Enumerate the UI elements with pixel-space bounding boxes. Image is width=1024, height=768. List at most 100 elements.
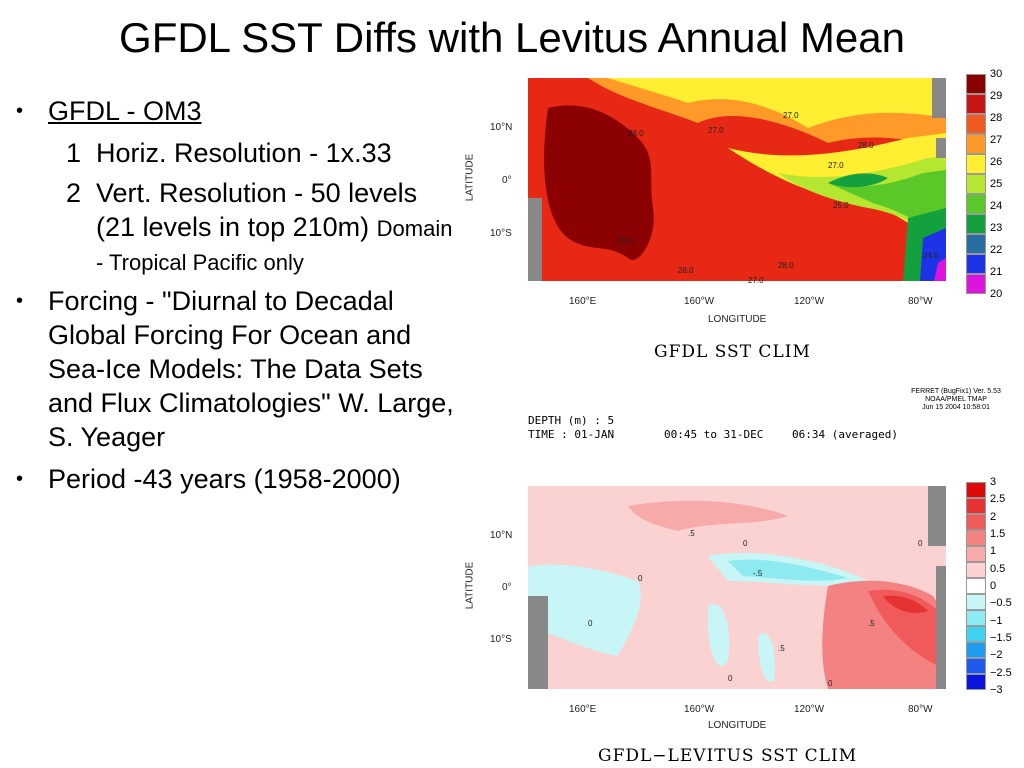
map-bottom: 0 .5 -.5 0 0 .5 0 .5 0 0 — [528, 486, 946, 689]
colorbar-label: 23 — [990, 222, 1003, 234]
colorbar-label: 1.5 — [990, 528, 1006, 540]
colorbar-label: 20 — [990, 288, 1003, 300]
bottom-xtick-3: 120°W — [794, 704, 825, 715]
contour-label: .5 — [868, 619, 875, 628]
contour-label: 28.0 — [628, 129, 644, 138]
bullet-gfdl: • GFDL - OM3 — [12, 94, 460, 128]
top-colorbar: 30 29 28 27 26 25 24 23 22 21 20 — [966, 68, 1024, 300]
colorbar-swatch — [966, 274, 986, 294]
bullet-dot: • — [16, 100, 24, 122]
colorbar-swatch — [966, 214, 986, 234]
ferret-line-2: NOAA/PMEL TMAP — [925, 396, 987, 403]
colorbar-swatch — [966, 114, 986, 134]
bottom-colorbar: 3 2.5 2 1.5 1 0.5 0 −0.5 −1 −1.5 −2 −2.5 −3 — [966, 476, 1024, 696]
bullet-dot: • — [16, 468, 24, 490]
colorbar-swatch — [966, 134, 986, 154]
colorbar-swatch — [966, 194, 986, 214]
top-ylabel: LATITUDE — [464, 153, 476, 202]
contour-label: .5 — [688, 529, 695, 538]
colorbar-label: 0 — [990, 580, 997, 592]
bottom-ylabel: LATITUDE — [464, 561, 476, 610]
bottom-caption: GFDL−LEVITUS SST CLIM — [598, 746, 858, 766]
contour-label: 29.0 — [618, 236, 634, 245]
colorbar-label: 24 — [990, 200, 1003, 212]
colorbar-label: −1.5 — [990, 632, 1012, 644]
bullet-dot: • — [16, 290, 24, 312]
sub-bullet-vert: 2 Vert. Resolution - 50 levels (21 level… — [12, 176, 460, 278]
contour-label: 27.0 — [748, 276, 764, 285]
top-ytick-2: 0° — [502, 175, 512, 186]
colorbar-swatch — [966, 514, 986, 530]
top-xlabel: LONGITUDE — [708, 314, 767, 325]
contour-label: 28.0 — [678, 266, 694, 275]
bullet-period-text: Period -43 years (1958-2000) — [48, 464, 401, 494]
colorbar-label: 3 — [990, 476, 997, 488]
contour-label: 0 — [918, 539, 923, 548]
colorbar-swatch — [966, 610, 986, 626]
map-top: 28.0 27.0 27.0 27.0 25.0 29.0 28.0 28.0 27.0 24.0… — [528, 78, 946, 285]
contour-label: 27.0 — [783, 111, 799, 120]
contour-label: 27.0 — [708, 126, 724, 135]
colorbar-swatch — [966, 254, 986, 274]
colorbar-swatch — [966, 642, 986, 658]
ferret-time-range: 00:45 to 31-DEC — [664, 428, 764, 441]
colorbar-swatch — [966, 154, 986, 174]
colorbar-label: −2 — [990, 649, 1003, 662]
ferret-time-averaged: 06:34 (averaged) — [792, 428, 898, 441]
colorbar-swatch — [966, 546, 986, 562]
colorbar-swatch — [966, 626, 986, 642]
colorbar-swatch — [966, 74, 986, 94]
colorbar-swatch — [966, 174, 986, 194]
colorbar-label: 0.5 — [990, 562, 1006, 575]
ferret-header: FERRET (BugFix1) Ver. 5.53 NOAA/PMEL TMA… — [896, 388, 1016, 412]
contour-label: .5 — [778, 644, 785, 653]
contour-label: 0 — [743, 539, 748, 548]
colorbar-swatch — [966, 562, 986, 578]
bullet-list: • GFDL - OM3 1 Horiz. Resolution - 1x.33… — [12, 94, 460, 504]
colorbar-swatch — [966, 658, 986, 674]
colorbar-swatch — [966, 530, 986, 546]
contour-label: -.5 — [753, 569, 763, 578]
contour-label: 0 — [728, 674, 733, 683]
top-ytick-3: 10°S — [490, 228, 512, 239]
colorbar-swatch — [966, 94, 986, 114]
contour-label: 28.0 — [858, 141, 874, 150]
ferret-line-3: Jun 15 2004 10:58:01 — [922, 404, 990, 411]
plot-top: 28.0 27.0 27.0 27.0 25.0 29.0 28.0 28.0 27.0 24.0… — [464, 68, 1024, 370]
contour-label: 27.0 — [828, 161, 844, 170]
top-xtick-1: 160°E — [569, 296, 597, 307]
bottom-ytick-3: 10°S — [490, 634, 512, 645]
bullet-forcing-text: Forcing - "Diurnal to Decadal Global For… — [48, 286, 454, 452]
bottom-ytick-2: 0° — [502, 582, 512, 593]
colorbar-label: 26 — [990, 156, 1003, 168]
colorbar-label: 1 — [990, 545, 997, 558]
ferret-depth: DEPTH (m) : 5 — [528, 414, 615, 427]
slide-title: GFDL SST Diffs with Levitus Annual Mean — [119, 14, 905, 61]
ferret-line-1: FERRET (BugFix1) Ver. 5.53 — [911, 388, 1001, 395]
contour-label: 0 — [638, 574, 643, 583]
colorbar-label: 30 — [990, 68, 1003, 80]
colorbar-swatch — [966, 578, 986, 594]
colorbar-swatch — [966, 594, 986, 610]
contour-label: 28.0 — [778, 261, 794, 270]
bullet-period: • Period -43 years (1958-2000) — [12, 462, 460, 496]
sub-bullet-number: 2 — [66, 178, 82, 208]
plot-bottom: 0.5 -.5 0 0.5 0.5 0 0 LATITUDE 10°N 0° 10°S 16… — [464, 476, 1024, 768]
colorbar-label: −1 — [990, 614, 1003, 627]
colorbar-label: 21 — [990, 266, 1003, 278]
colorbar-label: 29 — [990, 90, 1003, 102]
contour-label: 0 — [588, 619, 593, 628]
bottom-xlabel: LONGITUDE — [708, 720, 767, 731]
colorbar-swatch — [966, 674, 986, 690]
sub-bullet-number: 1 — [66, 138, 82, 168]
sub-bullet-domain-text: Domain - Tropical Pacific only — [96, 216, 453, 275]
bottom-xtick-1: 160°E — [569, 704, 597, 715]
colorbar-swatch — [966, 482, 986, 498]
top-ytick-1: 10°N — [490, 122, 513, 133]
bullet-forcing: • Forcing - "Diurnal to Decadal Global F… — [12, 284, 460, 454]
colorbar-swatch — [966, 234, 986, 254]
colorbar-label: 27 — [990, 134, 1003, 146]
colorbar-label: 25 — [990, 178, 1003, 190]
bottom-xtick-4: 80°W — [908, 704, 933, 715]
bottom-ytick-1: 10°N — [490, 530, 513, 541]
